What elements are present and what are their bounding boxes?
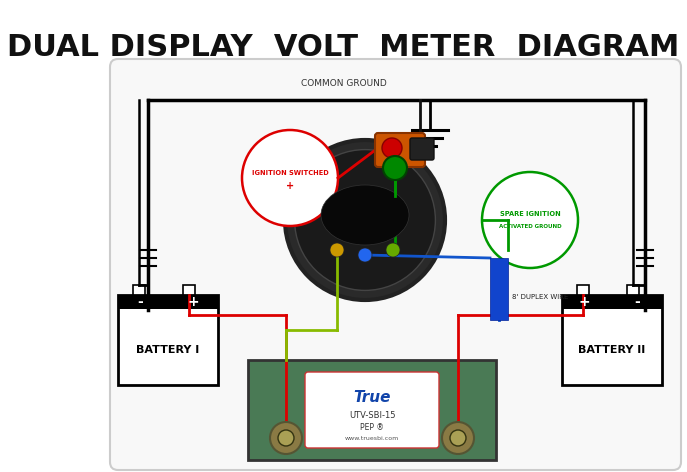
Circle shape (358, 248, 372, 262)
FancyBboxPatch shape (110, 59, 681, 470)
Bar (133, 285, 145, 297)
Bar (627, 285, 639, 297)
Text: PEP ®: PEP ® (360, 422, 384, 431)
Text: +: + (187, 295, 199, 309)
Circle shape (295, 150, 436, 290)
Text: -: - (634, 295, 640, 309)
FancyBboxPatch shape (410, 138, 434, 160)
FancyBboxPatch shape (375, 133, 425, 167)
FancyBboxPatch shape (305, 372, 439, 448)
Circle shape (278, 430, 294, 446)
Text: True: True (353, 389, 391, 405)
Text: BATTERY II: BATTERY II (578, 345, 646, 355)
Bar (562, 295, 662, 309)
Text: www.truesbi.com: www.truesbi.com (345, 436, 399, 440)
Bar (183, 285, 195, 297)
Bar (118, 295, 218, 309)
Text: +: + (578, 295, 590, 309)
Circle shape (442, 422, 474, 454)
Circle shape (383, 156, 407, 180)
Circle shape (330, 243, 344, 257)
Bar (118, 295, 218, 385)
Circle shape (386, 243, 400, 257)
Bar (577, 285, 589, 297)
Circle shape (242, 130, 338, 226)
Ellipse shape (321, 185, 409, 245)
Text: 8' DUPLEX WIRE: 8' DUPLEX WIRE (512, 294, 568, 300)
Circle shape (382, 138, 402, 158)
Text: IGNITION SWITCHED: IGNITION SWITCHED (251, 170, 328, 176)
Text: BATTERY I: BATTERY I (137, 345, 200, 355)
Text: DUAL DISPLAY  VOLT  METER  DIAGRAM: DUAL DISPLAY VOLT METER DIAGRAM (8, 34, 679, 62)
Text: UTV-SBI-15: UTV-SBI-15 (349, 411, 395, 420)
Text: -: - (137, 295, 143, 309)
Text: SPARE IGNITION: SPARE IGNITION (499, 211, 561, 217)
Bar (248, 360, 496, 460)
Circle shape (482, 172, 578, 268)
Bar (562, 295, 662, 385)
Text: COMMON GROUND: COMMON GROUND (301, 79, 386, 89)
Circle shape (270, 422, 302, 454)
Text: +: + (286, 181, 294, 191)
Bar (490, 258, 508, 320)
Text: ACTIVATED GROUND: ACTIVATED GROUND (499, 224, 561, 228)
Circle shape (450, 430, 466, 446)
Circle shape (285, 140, 445, 300)
